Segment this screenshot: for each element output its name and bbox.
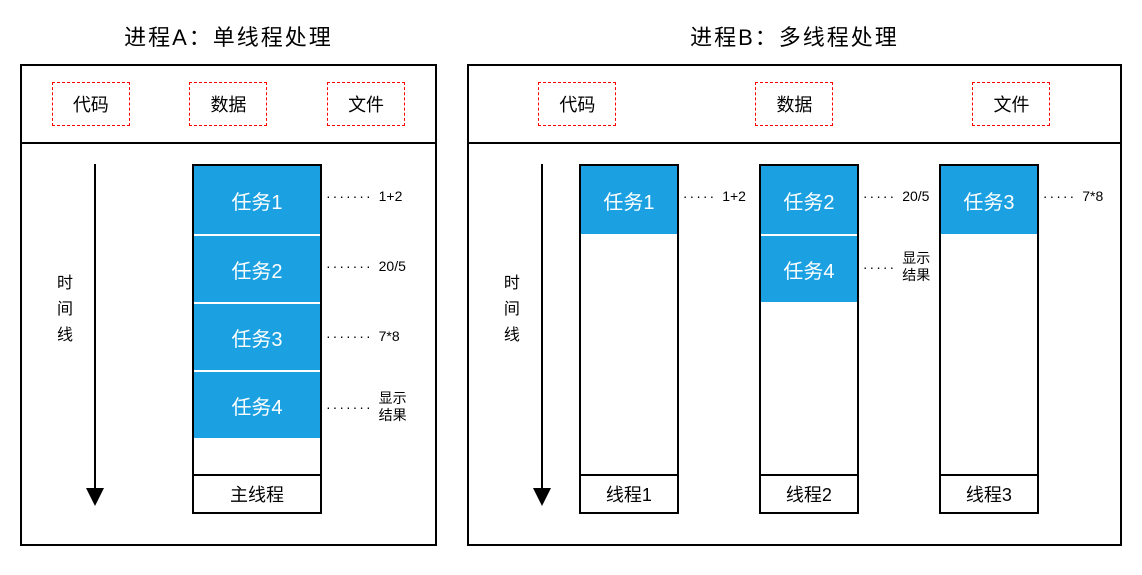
process-b-header: 代码 数据 文件: [469, 66, 1120, 144]
task-block: 任务2: [194, 234, 320, 302]
process-b-title: 进程B：多线程处理: [690, 20, 899, 52]
task-annotation: ·····7*8: [1043, 188, 1103, 205]
header-code: 代码: [538, 82, 616, 126]
task-annotation: ·····20/5: [863, 188, 930, 205]
task-block: 任务4: [194, 370, 320, 438]
thread-3-column: 任务3 线程3: [939, 164, 1039, 514]
header-file: 文件: [327, 82, 405, 126]
task-annotation: ·····显示 结果: [863, 250, 930, 284]
process-a-header: 代码 数据 文件: [22, 66, 435, 144]
process-a-panel: 进程A：单线程处理 代码 数据 文件 时间线 任务1 任务2 任务3 任务4 主…: [20, 20, 437, 546]
header-code: 代码: [52, 82, 130, 126]
timeline-arrow-icon: [94, 164, 96, 504]
thread-label: 线程1: [581, 474, 677, 512]
task-block: 任务4: [761, 234, 857, 302]
process-b-panel: 进程B：多线程处理 代码 数据 文件 时间线 任务1 线程1 ·····1+2: [467, 20, 1122, 546]
thread-2-column: 任务2 任务4 线程2: [759, 164, 859, 514]
timeline-label: 时间线: [497, 274, 521, 352]
main-thread-column: 任务1 任务2 任务3 任务4 主线程: [192, 164, 322, 514]
task-block: 任务3: [941, 166, 1037, 234]
task-block: 任务3: [194, 302, 320, 370]
process-a-title: 进程A：单线程处理: [124, 20, 333, 52]
task-annotation: ·······显示 结果: [326, 390, 407, 424]
task-block: 任务1: [581, 166, 677, 234]
task-annotation: ·······1+2: [326, 188, 402, 205]
timeline-label: 时间线: [50, 274, 74, 352]
thread-label: 线程3: [941, 474, 1037, 512]
header-data: 数据: [189, 82, 267, 126]
thread-label: 线程2: [761, 474, 857, 512]
task-block: 任务2: [761, 166, 857, 234]
task-annotation: ·······7*8: [326, 328, 400, 345]
task-block: 任务1: [194, 166, 320, 234]
process-a-content: 时间线 任务1 任务2 任务3 任务4 主线程 ·······1+2 ·····…: [22, 144, 435, 544]
task-annotation: ·····1+2: [683, 188, 746, 205]
thread-1-column: 任务1 线程1: [579, 164, 679, 514]
process-b-content: 时间线 任务1 线程1 ·····1+2 任务2 任务4 线程2 ·····20…: [469, 144, 1120, 544]
process-a-body: 代码 数据 文件 时间线 任务1 任务2 任务3 任务4 主线程 ·······…: [20, 64, 437, 546]
thread-label: 主线程: [194, 474, 320, 512]
task-annotation: ·······20/5: [326, 258, 406, 275]
process-b-body: 代码 数据 文件 时间线 任务1 线程1 ·····1+2 任务2 任务4: [467, 64, 1122, 546]
timeline-arrow-icon: [541, 164, 543, 504]
header-data: 数据: [755, 82, 833, 126]
header-file: 文件: [972, 82, 1050, 126]
